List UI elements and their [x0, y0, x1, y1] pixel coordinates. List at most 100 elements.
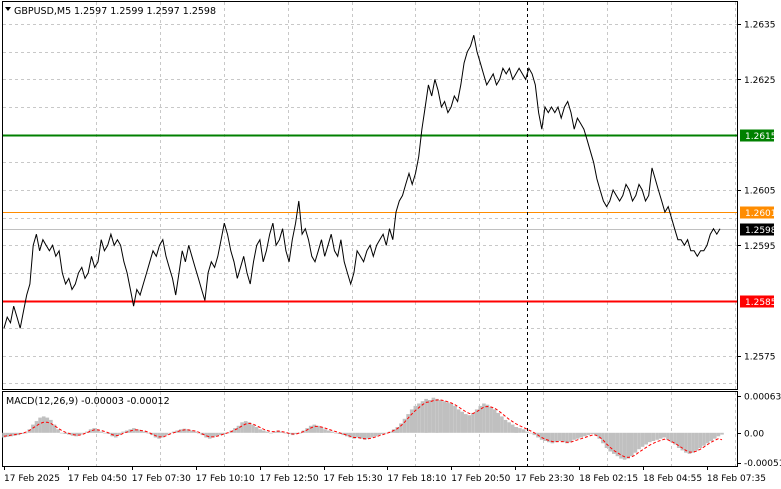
macd-bar	[211, 432, 216, 438]
macd-bar	[709, 432, 713, 441]
macd-bar	[240, 422, 244, 433]
macd-bar	[247, 422, 252, 433]
macd-bar	[492, 409, 497, 433]
macd-bar	[381, 432, 385, 434]
macd-bar	[658, 432, 663, 439]
macd-bar	[529, 432, 533, 434]
macd-bar	[103, 432, 107, 434]
x-tick-label: 17 Feb 15:30	[324, 474, 383, 484]
macd-bar	[619, 432, 623, 459]
macd-bar	[514, 427, 519, 433]
time-axis[interactable]: 17 Feb 2025 17 Feb 04:50 17 Feb 07:30 17 Fe…	[4, 466, 766, 484]
macd-bar	[705, 432, 710, 444]
macd-bar	[189, 430, 194, 433]
macd-bar	[99, 431, 104, 433]
macd-bar	[633, 432, 638, 453]
macd-bar	[539, 432, 544, 440]
macd-bar	[330, 431, 335, 433]
macd-bar	[648, 432, 652, 443]
macd-bar	[503, 419, 508, 433]
macd-bar	[467, 415, 472, 433]
x-tick-label: 17 Feb 04:50	[68, 474, 127, 484]
macd-bar	[52, 424, 57, 433]
macd-bar	[121, 431, 125, 433]
macd-bar	[655, 432, 659, 440]
macd-bar	[593, 432, 598, 436]
macd-bar	[5, 432, 10, 437]
macd-bar	[684, 432, 688, 453]
level-price-labels: 1.2615 1.2601 1.2598 1.2585	[740, 129, 777, 308]
symbol-dropdown-icon[interactable]	[5, 7, 11, 11]
level-label: 1.2585	[745, 298, 777, 308]
macd-bar	[175, 430, 179, 433]
macd-bar	[409, 409, 414, 433]
macd-bar	[258, 429, 262, 433]
macd-bar	[276, 430, 280, 433]
level-label: 1.2598	[745, 226, 777, 236]
macd-bar	[85, 431, 89, 433]
macd-bar	[157, 432, 161, 439]
macd-bar	[139, 430, 143, 433]
macd-bar	[662, 432, 667, 438]
macd-bar	[615, 432, 620, 457]
macd-bar	[96, 429, 100, 433]
level-label: 1.2601	[745, 209, 777, 219]
macd-bar	[608, 432, 612, 452]
macd-bar	[337, 432, 342, 434]
y-tick-label: 1.2625	[744, 76, 776, 86]
macd-bar	[23, 432, 28, 434]
price-axis[interactable]: 1.2635 1.2625 1.2605 1.2595 1.2575	[737, 21, 776, 363]
macd-bar	[88, 429, 93, 433]
macd-bar	[363, 432, 367, 440]
macd-bar	[34, 421, 39, 433]
macd-bar	[424, 398, 428, 433]
macd-bar	[453, 405, 457, 433]
macd-bar	[500, 416, 504, 433]
macd-bar	[666, 432, 670, 440]
macd-bar	[543, 432, 547, 441]
macd-bar	[132, 428, 136, 433]
x-tick-label: 17 Feb 2025	[4, 474, 60, 484]
macd-bar	[554, 432, 558, 443]
macd-bar	[395, 427, 400, 433]
macd-bar	[171, 431, 176, 433]
macd-bar	[651, 432, 656, 441]
macd-bar	[676, 432, 681, 448]
macd-bar	[366, 432, 371, 439]
header-symbol-tf: GBPUSD,M5	[14, 6, 71, 17]
macd-bar	[114, 432, 118, 438]
macd-bar	[507, 422, 511, 433]
macd-bar	[413, 405, 418, 433]
macd-bar	[377, 432, 381, 436]
macd-bar	[482, 403, 486, 433]
macd-bar	[2, 432, 6, 438]
macd-bar	[420, 401, 425, 433]
macd-bar	[446, 402, 450, 433]
x-tick-label: 17 Feb 20:50	[451, 474, 510, 484]
macd-bar	[197, 432, 201, 434]
macd-bar	[716, 432, 721, 437]
macd-bar	[326, 430, 331, 433]
macd-bar	[370, 432, 374, 438]
macd-bar	[384, 432, 389, 434]
macd-bar	[601, 432, 605, 444]
macd-bar	[720, 432, 724, 435]
x-tick-label: 17 Feb 07:30	[132, 474, 191, 484]
macd-bar	[164, 432, 169, 436]
x-tick-label: 18 Feb 04:55	[643, 474, 702, 484]
macd-bar	[438, 400, 443, 433]
macd-bar	[355, 432, 360, 438]
macd-bar	[319, 427, 324, 433]
macd-bar	[590, 432, 594, 434]
macd-bar	[373, 432, 378, 437]
macd-bar	[45, 417, 50, 433]
macd-bar	[597, 432, 602, 439]
level-label-bg	[740, 295, 774, 308]
macd-bar	[236, 425, 241, 433]
macd-bar	[49, 419, 53, 433]
macd-bar	[179, 429, 183, 433]
macd-bar	[431, 397, 436, 433]
main-pane-frame	[2, 1, 738, 390]
macd-pane-frame	[2, 391, 738, 467]
